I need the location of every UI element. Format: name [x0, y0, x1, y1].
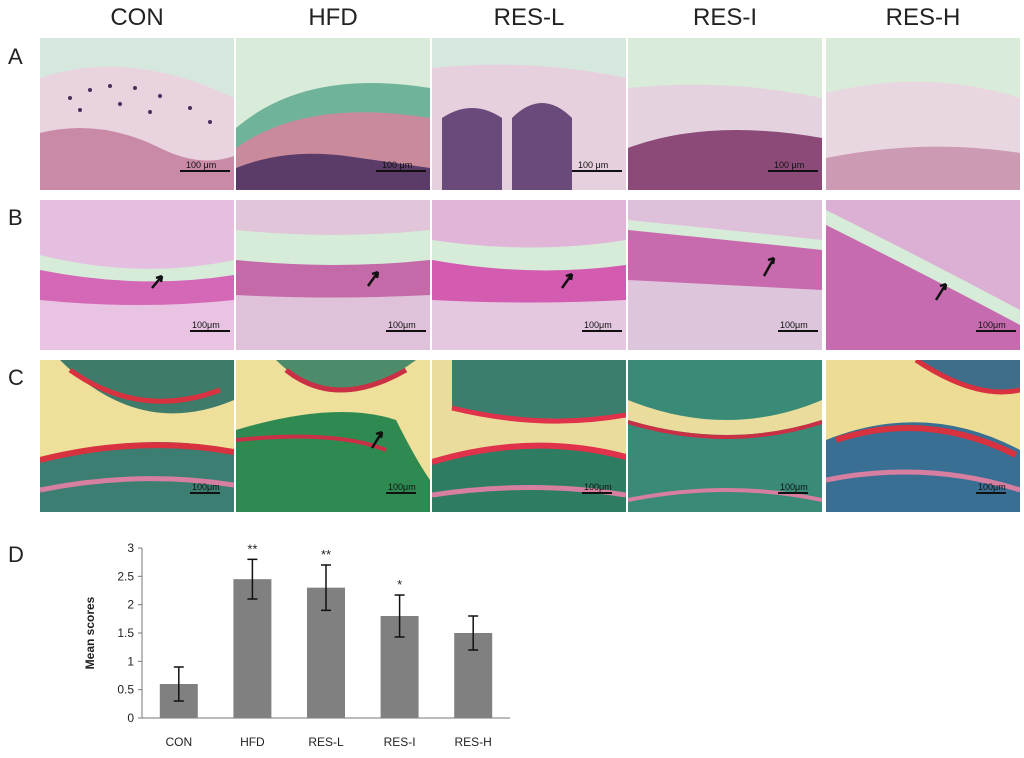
row-label-d: D — [8, 542, 24, 567]
y-tick-label: 0 — [127, 711, 134, 725]
x-tick-label: HFD — [240, 735, 265, 749]
micrograph-c-res-i: 100μm — [628, 360, 822, 512]
micrograph-a-res-h — [826, 38, 1020, 190]
row-label-c: C — [8, 365, 24, 390]
y-tick-label: 1 — [127, 654, 134, 668]
scale-bar — [572, 170, 622, 172]
column-header-res-i: RES-I — [692, 4, 757, 31]
column-header-con: CON — [110, 4, 164, 31]
micrograph-c-con: 100μm — [40, 360, 234, 512]
scale-label: 100μm — [584, 320, 612, 330]
scale-bar — [768, 170, 818, 172]
micrograph-b-res-l: 100μm — [432, 200, 626, 350]
column-header-res-h: RES-H — [885, 4, 961, 31]
x-tick-label: RES-H — [455, 735, 492, 749]
scale-bar — [386, 492, 416, 494]
x-tick-label: CON — [165, 735, 192, 749]
column-header-res-l: RES-L — [493, 4, 565, 31]
scale-label: 100μm — [978, 320, 1006, 330]
mean-scores-bar-chart: 0 0.5 1 1.5 2 2.5 3 Mean scores CON HFD ** RES-L ** R… — [83, 541, 510, 749]
scale-bar — [376, 170, 426, 172]
y-tick-label: 3 — [127, 541, 134, 555]
x-tick-label: RES-I — [384, 735, 416, 749]
scale-bar — [778, 330, 818, 332]
micrograph-c-res-h: 100μm — [826, 360, 1020, 512]
scale-bar — [582, 330, 622, 332]
scale-label: 100μm — [978, 482, 1006, 492]
scale-bar — [180, 170, 230, 172]
scale-bar — [386, 330, 426, 332]
significance-marker: * — [397, 577, 402, 592]
micrograph-b-hfd: 100μm — [236, 200, 430, 350]
scale-label: 100μm — [584, 482, 612, 492]
micrograph-c-hfd: 100μm — [236, 360, 430, 512]
bar-hfd — [233, 579, 272, 718]
column-header-hfd: HFD — [308, 4, 358, 31]
scale-bar — [976, 330, 1016, 332]
scale-bar — [190, 330, 230, 332]
x-tick-label: RES-L — [308, 735, 344, 749]
micrograph-c-res-l: 100μm — [432, 360, 626, 512]
scale-label: 100μm — [192, 482, 220, 492]
row-label-b: B — [8, 205, 23, 230]
y-axis-title: Mean scores — [83, 596, 97, 669]
micrograph-a-res-i: 100 μm — [628, 38, 822, 190]
scale-bar — [778, 492, 808, 494]
y-tick-label: 1.5 — [117, 626, 134, 640]
scale-label: 100 μm — [578, 160, 609, 170]
scale-label: 100μm — [388, 482, 416, 492]
scale-label: 100 μm — [186, 160, 217, 170]
row-label-a: A — [8, 44, 23, 69]
micrograph-b-res-h: 100μm — [826, 200, 1020, 350]
micrograph-a-res-l: 100 μm — [432, 38, 626, 190]
scale-label: 100 μm — [774, 160, 805, 170]
micrograph-b-con: 100μm — [40, 200, 234, 350]
scale-bar — [582, 492, 612, 494]
y-tick-label: 2 — [127, 598, 134, 612]
scale-label: 100μm — [780, 482, 808, 492]
y-tick-label: 0.5 — [117, 683, 134, 697]
significance-marker: ** — [321, 547, 331, 562]
micrograph-a-hfd: 100 μm — [236, 38, 430, 190]
micrograph-a-con: 100 μm — [40, 38, 234, 190]
significance-marker: ** — [247, 541, 257, 556]
y-tick-label: 2.5 — [117, 569, 134, 583]
micrograph-b-res-i: 100μm — [628, 200, 822, 350]
scale-bar — [190, 492, 220, 494]
scale-label: 100μm — [192, 320, 220, 330]
scale-label: 100 μm — [382, 160, 413, 170]
scale-label: 100μm — [388, 320, 416, 330]
scale-label: 100μm — [780, 320, 808, 330]
scale-bar — [976, 492, 1006, 494]
